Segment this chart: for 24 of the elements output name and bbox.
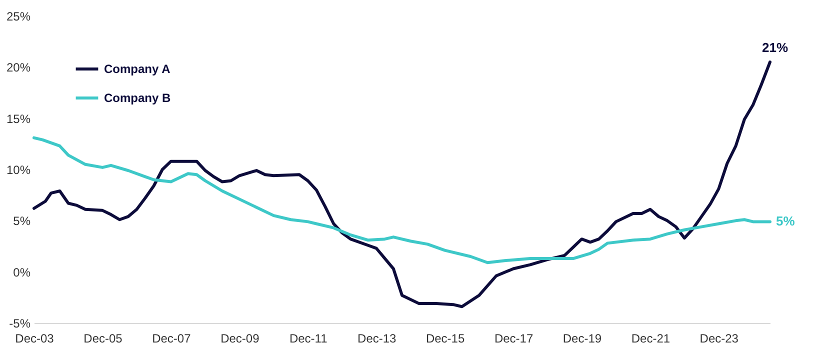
line-series bbox=[32, 136, 772, 264]
x-tick-label: Dec-09 bbox=[220, 332, 260, 346]
y-tick-label: 0% bbox=[13, 265, 31, 280]
annotation: 21% bbox=[762, 40, 788, 56]
x-tick-label: Dec-13 bbox=[358, 332, 397, 346]
x-tick-label: Dec-15 bbox=[426, 332, 465, 346]
y-tick-label: 25% bbox=[6, 10, 31, 24]
legend-label: Company A bbox=[104, 62, 171, 76]
x-tick-label: Dec-23 bbox=[700, 332, 739, 346]
y-tick-label: 20% bbox=[6, 60, 31, 75]
y-tick-label: 15% bbox=[6, 112, 31, 126]
x-tick-label: Dec-05 bbox=[84, 332, 123, 346]
annotation: 5% bbox=[776, 214, 796, 229]
y-tick-label: 10% bbox=[6, 163, 31, 177]
y-tick-label: -5% bbox=[9, 316, 31, 330]
line-series bbox=[32, 60, 772, 308]
x-tick-label: Dec-19 bbox=[562, 332, 602, 346]
x-tick-label: Dec-21 bbox=[631, 332, 670, 346]
legend-label: Company B bbox=[104, 91, 172, 105]
x-tick-label: Dec-03 bbox=[15, 332, 54, 346]
y-tick-label: 5% bbox=[13, 214, 31, 228]
x-tick-label: Dec-07 bbox=[152, 332, 192, 346]
x-tick-label: Dec-11 bbox=[289, 332, 328, 346]
x-tick-label: Dec-17 bbox=[494, 332, 534, 346]
